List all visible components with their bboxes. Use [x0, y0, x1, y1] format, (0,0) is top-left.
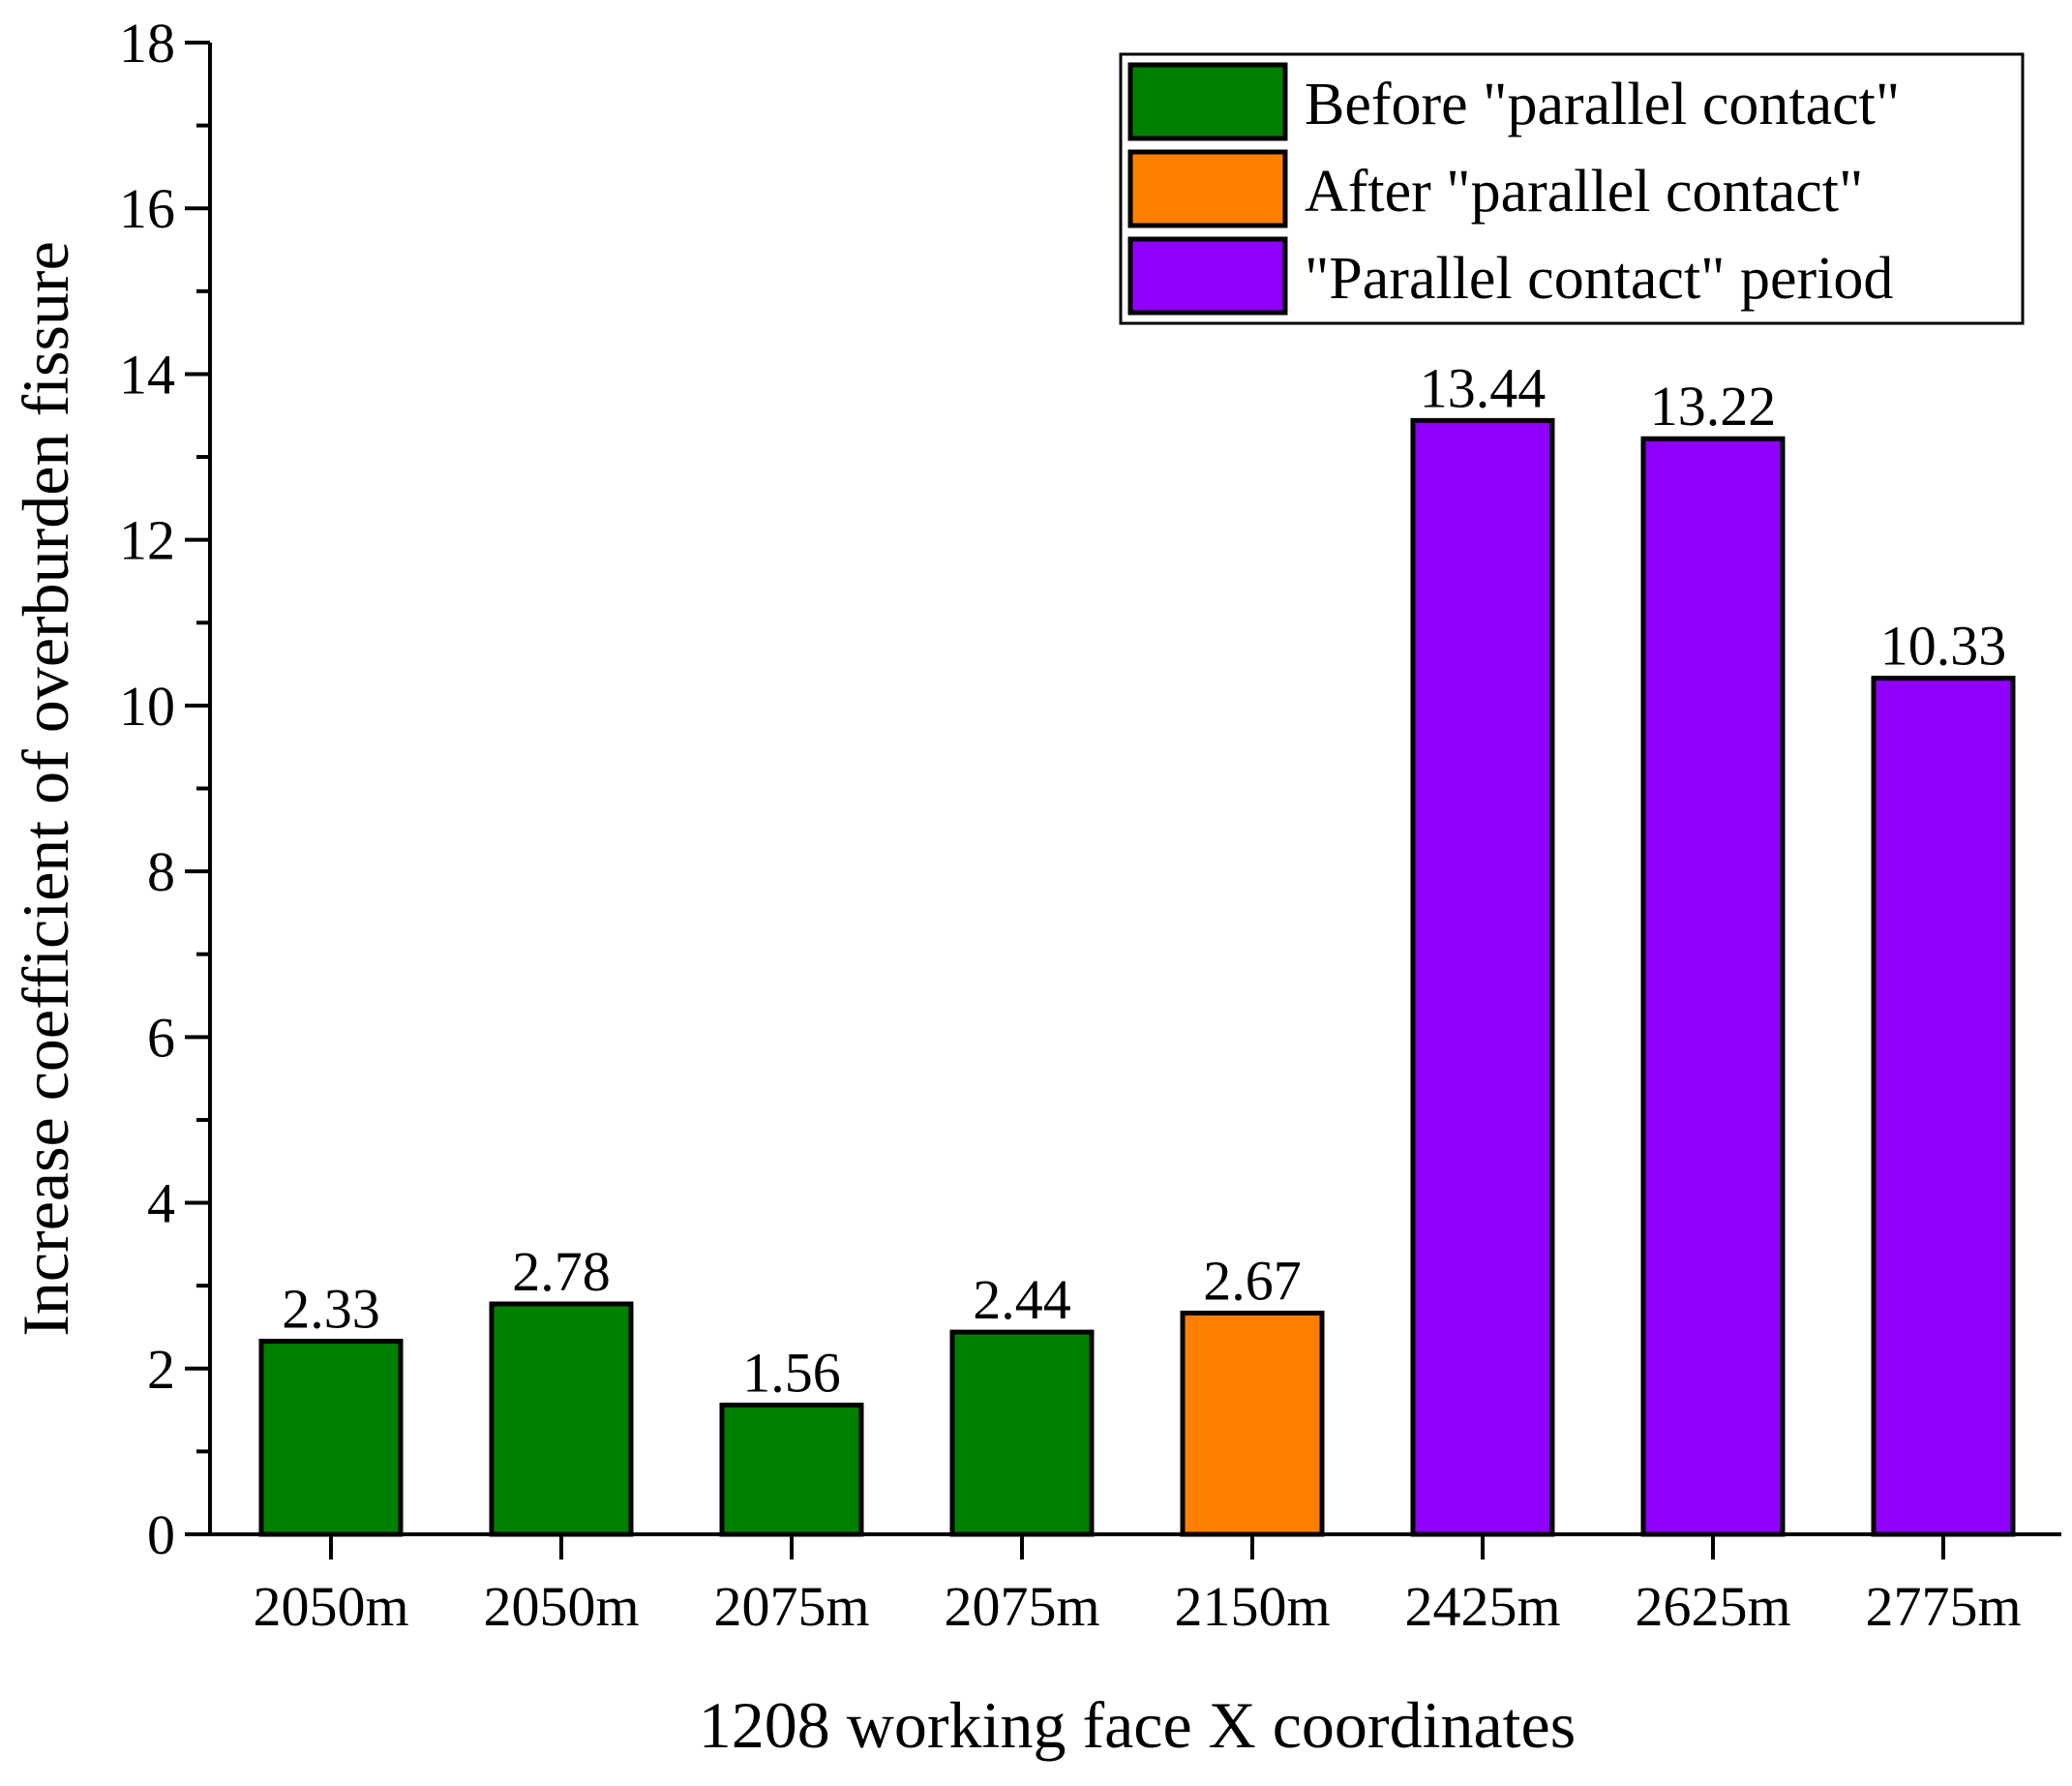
- bar-value-label: 1.56: [742, 1341, 841, 1404]
- y-tick-label: 18: [119, 12, 175, 75]
- y-tick-label: 14: [119, 343, 175, 406]
- x-axis-title: 1208 working face X coordinates: [699, 1688, 1576, 1762]
- bar: [489, 1301, 634, 1537]
- y-tick-label: 4: [147, 1172, 175, 1235]
- bar: [258, 1339, 404, 1537]
- y-tick-label: 0: [147, 1503, 175, 1566]
- legend-entry-after: After "parallel contact": [1127, 149, 1863, 228]
- bar: [719, 1402, 864, 1537]
- legend-swatch-before: [1127, 62, 1288, 141]
- x-tick-label: 2150m: [1174, 1575, 1330, 1638]
- x-tick-label: 2050m: [483, 1575, 639, 1638]
- bar-value-label: 2.78: [512, 1240, 611, 1303]
- legend-label-parallel-period: "Parallel contact" period: [1305, 246, 1893, 312]
- y-tick-label: 8: [147, 840, 175, 903]
- bars-group: 2.33 2.78 1.56 2.44 2.67 13.44 13.22 10.33: [258, 356, 2016, 1537]
- bar: [1871, 676, 2016, 1537]
- legend-swatch-after: [1127, 149, 1288, 228]
- bar-value-label: 10.33: [1880, 615, 2007, 678]
- bar-value-label: 13.22: [1650, 375, 1777, 438]
- y-tick-label: 16: [119, 177, 175, 240]
- bar: [1640, 436, 1786, 1537]
- y-tick-label: 6: [147, 1006, 175, 1069]
- legend-label-before: Before "parallel contact": [1305, 72, 1900, 137]
- x-tick-label: 2425m: [1404, 1575, 1560, 1638]
- y-tick-label: 10: [119, 675, 175, 738]
- bar-value-label: 2.44: [973, 1268, 1071, 1331]
- bar-value-label: 13.44: [1420, 356, 1546, 419]
- bar-value-label: 2.33: [282, 1278, 380, 1341]
- bar-value-label: 2.67: [1203, 1249, 1302, 1312]
- x-tick-label: 2775m: [1865, 1575, 2021, 1638]
- x-tick-label: 2625m: [1635, 1575, 1790, 1638]
- x-tick-label: 2075m: [944, 1575, 1099, 1638]
- y-tick-label: 12: [119, 509, 175, 572]
- bar: [949, 1329, 1095, 1537]
- axes-group: 0 2 4 6 8 10 12 14 16 18 2050m 2050m 2075m 2075m 2150m…: [119, 12, 2061, 1638]
- legend-label-after: After "parallel contact": [1305, 159, 1863, 225]
- x-tick-label: 2075m: [713, 1575, 869, 1638]
- y-tick-label: 2: [147, 1338, 175, 1401]
- legend-entry-before: Before "parallel contact": [1127, 62, 1900, 141]
- y-axis-title: Increase coefficient of overburden fissu…: [9, 241, 82, 1337]
- legend-entry-parallel-period: "Parallel contact" period: [1127, 236, 1893, 316]
- bar: [1180, 1310, 1325, 1537]
- x-tick-label: 2050m: [253, 1575, 408, 1638]
- bar: [1410, 417, 1555, 1537]
- legend-swatch-parallel-period: [1127, 236, 1288, 316]
- legend: Before "parallel contact" After "paralle…: [1119, 52, 2025, 325]
